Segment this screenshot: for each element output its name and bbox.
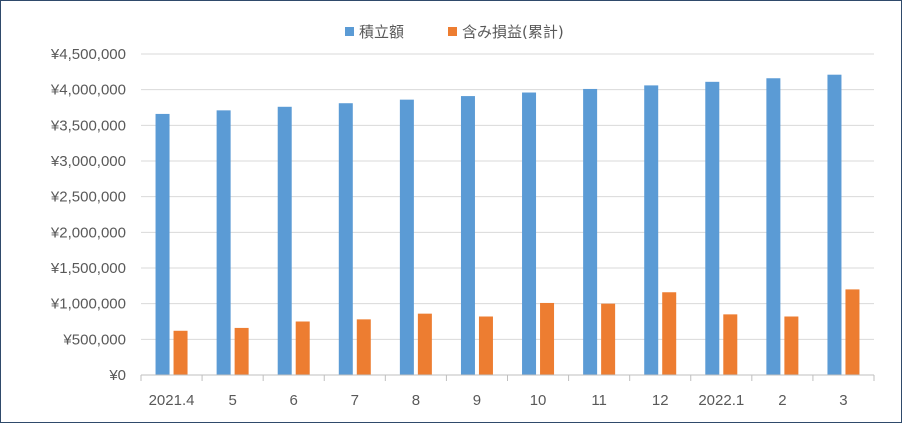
bar-unrealized-gain — [723, 314, 738, 375]
bar-unrealized-gain — [234, 327, 249, 375]
bar-contribution — [583, 88, 598, 375]
bar-contribution — [522, 92, 537, 376]
bar-unrealized-gain — [295, 321, 310, 375]
bar-contribution — [460, 96, 475, 375]
y-tick-label: ¥4,000,000 — [50, 82, 126, 99]
x-tick-label: 2022.1 — [698, 392, 744, 409]
bar-unrealized-gain — [784, 316, 799, 375]
y-tick-label: ¥4,500,000 — [50, 46, 126, 63]
bar-unrealized-gain — [173, 330, 188, 375]
bar-unrealized-gain — [662, 292, 677, 375]
y-tick-label: ¥2,000,000 — [50, 224, 126, 241]
y-tick-label: ¥0 — [108, 367, 126, 384]
bar-unrealized-gain — [540, 302, 555, 375]
y-tick-label: ¥2,500,000 — [50, 189, 126, 206]
bars — [155, 74, 860, 376]
bar-contribution — [766, 78, 781, 376]
y-tick-label: ¥3,000,000 — [50, 153, 126, 170]
bar-unrealized-gain — [845, 289, 860, 375]
bar-contribution — [216, 110, 231, 375]
legend-swatch — [345, 27, 354, 36]
x-tick-label: 10 — [530, 392, 547, 409]
bar-unrealized-gain — [601, 303, 616, 375]
x-tick-label: 2 — [778, 392, 786, 409]
y-tick-label: ¥3,500,000 — [50, 117, 126, 134]
x-axis: 2021.4 5 6 7 8 9 10 11 12 2022.1 2 3 — [140, 374, 875, 409]
legend-label: 含み損益(累計) — [462, 23, 564, 41]
bar-contribution — [277, 106, 292, 375]
bar-contribution — [705, 81, 720, 375]
x-tick-label: 11 — [591, 392, 607, 409]
x-tick-label: 6 — [290, 392, 298, 409]
y-tick-label: ¥500,000 — [62, 331, 126, 348]
y-tick-label: ¥1,500,000 — [50, 260, 126, 277]
bar-contribution — [827, 74, 842, 375]
bar-contribution — [338, 103, 353, 375]
legend-swatch — [448, 27, 457, 36]
x-tick-label: 12 — [652, 392, 669, 409]
x-tick-label: 9 — [473, 392, 481, 409]
bar-contribution — [155, 113, 170, 376]
x-tick-label: 8 — [412, 392, 420, 409]
bar-unrealized-gain — [417, 313, 432, 375]
bar-contribution — [644, 85, 659, 376]
x-tick-label: 5 — [228, 392, 236, 409]
bar-unrealized-gain — [356, 319, 371, 375]
x-tick-label: 2021.4 — [149, 392, 195, 409]
bar-unrealized-gain — [478, 316, 493, 375]
legend-label: 積立額 — [359, 23, 404, 41]
gridlines — [141, 53, 874, 340]
x-tick-label: 7 — [351, 392, 359, 409]
bar-contribution — [399, 99, 414, 376]
x-tick-label: 3 — [839, 392, 847, 409]
y-axis: ¥0 ¥500,000 ¥1,000,000 ¥1,500,000 ¥2,000,000… — [50, 46, 126, 384]
legend: 積立額 含み損益(累計) — [345, 23, 564, 41]
y-tick-label: ¥1,000,000 — [50, 296, 126, 313]
